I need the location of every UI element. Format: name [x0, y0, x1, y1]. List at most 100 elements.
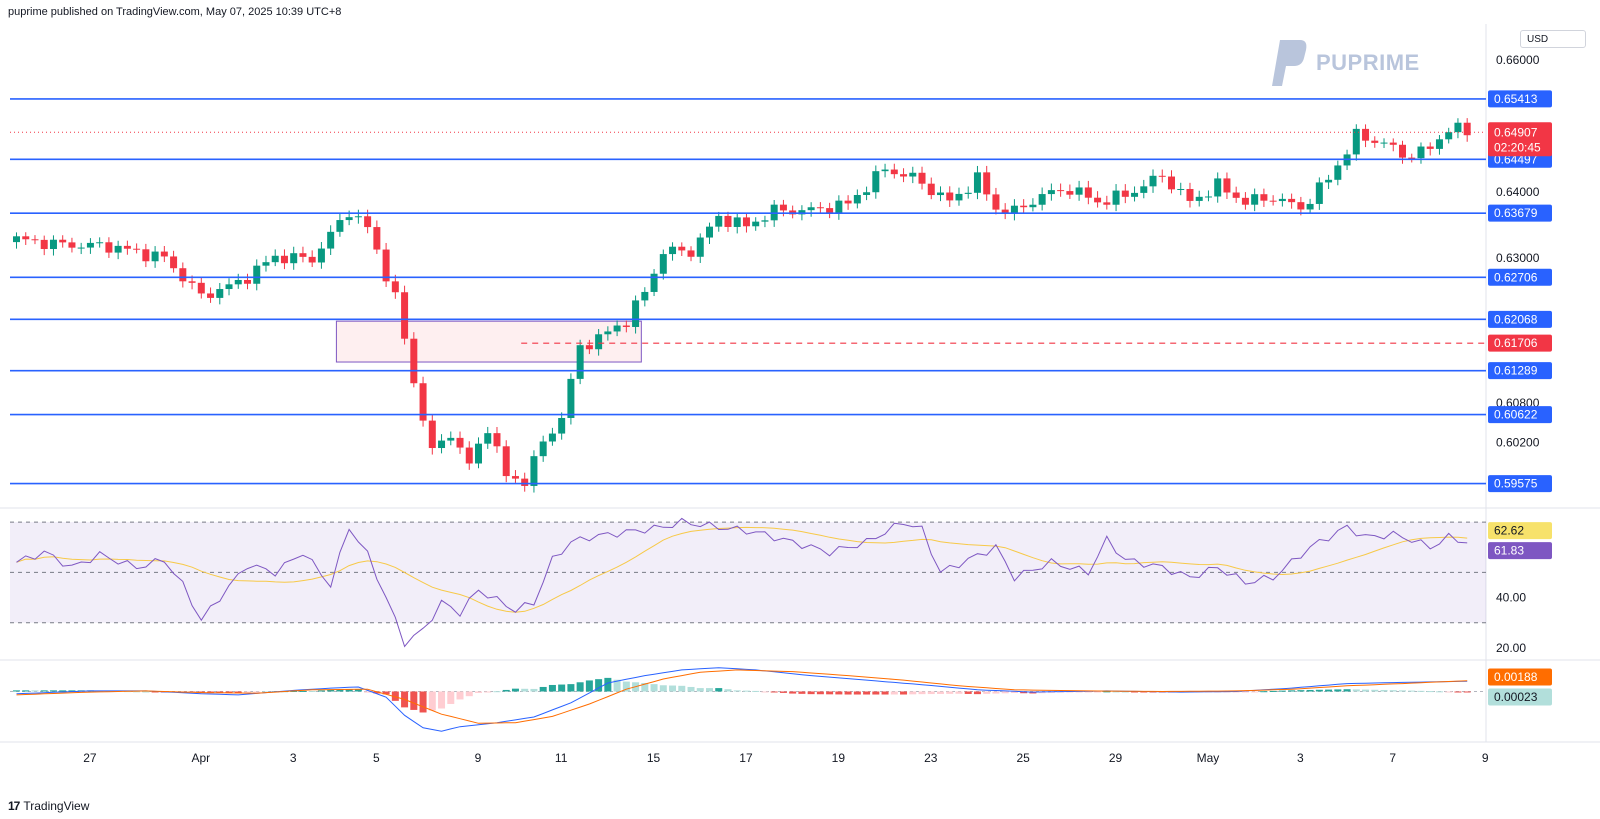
- candle-body: [1029, 204, 1037, 208]
- candle-body: [872, 171, 880, 193]
- candle-body: [151, 251, 159, 262]
- dashed-level-label: 0.61706: [1494, 336, 1538, 350]
- level-price-badge: [1488, 406, 1552, 424]
- macd-histogram-bar: [1297, 690, 1305, 692]
- macd-histogram-bar: [253, 691, 261, 693]
- tradingview-logo-icon: 17: [8, 799, 20, 813]
- time-axis-label: May: [1197, 751, 1220, 765]
- candle-body: [1195, 196, 1203, 201]
- candle-body: [1251, 194, 1259, 205]
- candle-body: [123, 245, 131, 249]
- candle-body: [844, 200, 852, 204]
- tradingview-footer: 17 TradingView: [8, 799, 89, 813]
- macd-histogram-bar: [1010, 691, 1018, 694]
- macd-histogram-bar: [650, 684, 658, 692]
- macd-histogram-value-badge: [1488, 688, 1552, 706]
- macd-histogram-bar: [955, 691, 963, 694]
- publisher-line: puprime published on TradingView.com, Ma…: [8, 6, 342, 18]
- macd-histogram-bar: [687, 686, 695, 692]
- candle-body: [373, 227, 381, 250]
- macd-histogram-bar: [484, 691, 492, 693]
- candle-body: [1149, 175, 1157, 187]
- level-price-badge: [1488, 362, 1552, 380]
- candle-body: [835, 200, 843, 214]
- candle-body: [613, 325, 621, 332]
- macd-histogram-bar: [1121, 691, 1129, 693]
- candle-body: [927, 183, 935, 196]
- macd-histogram-bar: [900, 691, 908, 695]
- macd-histogram-bar: [567, 684, 575, 692]
- macd-histogram-bar: [1241, 691, 1249, 693]
- macd-histogram-bar: [262, 691, 270, 693]
- macd-histogram-bar: [779, 691, 787, 693]
- candle-body: [1047, 190, 1055, 195]
- candle-body: [1463, 122, 1471, 136]
- candle-body: [511, 476, 519, 479]
- macd-histogram-bar: [973, 691, 981, 695]
- candle-body: [890, 169, 898, 175]
- puprime-logo-icon: [1272, 40, 1307, 86]
- candle-body: [475, 443, 482, 464]
- macd-histogram-bar: [1269, 690, 1277, 692]
- macd-histogram-bar: [1131, 691, 1139, 693]
- macd-histogram-bar: [946, 691, 954, 694]
- candle-body: [22, 236, 30, 240]
- candle-body: [1362, 128, 1370, 141]
- macd-histogram-bar: [595, 679, 603, 692]
- macd-histogram-bar: [438, 691, 446, 709]
- candle-body: [983, 172, 991, 195]
- candle-body: [1325, 179, 1333, 183]
- candle-body: [391, 281, 399, 293]
- candle-body: [465, 447, 473, 464]
- candle-body: [336, 220, 344, 232]
- candle-body: [1426, 146, 1434, 149]
- macd-histogram-bar: [13, 690, 20, 692]
- candle-body: [428, 420, 436, 449]
- price-axis-tick: 0.64000: [1496, 185, 1540, 199]
- macd-histogram-bar: [1399, 690, 1406, 692]
- level-price-badge: [1488, 268, 1552, 286]
- currency-selector[interactable]: USD: [1520, 30, 1586, 48]
- macd-histogram-bar: [336, 689, 344, 692]
- candle-body: [1001, 209, 1009, 214]
- candle-body: [853, 194, 861, 204]
- macd-histogram-bar: [1435, 691, 1443, 693]
- bar-countdown-label: 02:20:45: [1494, 140, 1541, 154]
- macd-histogram-bar: [1251, 691, 1259, 693]
- candle-body: [706, 226, 713, 238]
- candle-body: [77, 247, 85, 249]
- price-zone-box[interactable]: [335, 320, 642, 363]
- current-price-label: 0.64907: [1494, 125, 1538, 139]
- candle-body: [567, 378, 575, 418]
- candle-body: [59, 239, 67, 243]
- macd-histogram-bar: [530, 688, 538, 692]
- level-price-label: 0.60622: [1494, 408, 1538, 422]
- candle-body: [1020, 205, 1028, 208]
- macd-histogram-bar: [641, 682, 649, 692]
- macd-histogram-bar: [853, 691, 861, 695]
- candle-body: [86, 242, 94, 248]
- macd-histogram-bar: [733, 690, 741, 692]
- macd-histogram-bar: [22, 690, 30, 692]
- macd-histogram-bar: [1260, 691, 1268, 693]
- candle-body: [31, 239, 39, 241]
- macd-signal-value-badge: [1488, 668, 1552, 686]
- candle-body: [1223, 178, 1231, 193]
- macd-histogram-bar: [983, 691, 991, 694]
- candle-body: [1094, 197, 1102, 203]
- macd-histogram-bar: [576, 682, 584, 692]
- candle-body: [752, 221, 760, 227]
- level-price-badge: [1488, 475, 1552, 493]
- time-axis-label: 15: [647, 751, 661, 765]
- macd-histogram-bar: [521, 688, 529, 692]
- rsi-ma-value-label: 62.62: [1494, 524, 1524, 538]
- candle-body: [733, 217, 741, 227]
- rsi-ma-value-badge: [1488, 522, 1552, 540]
- macd-histogram-bar: [678, 685, 686, 692]
- candle-body: [946, 192, 954, 201]
- time-axis-label: 5: [373, 751, 380, 765]
- candle-body: [271, 255, 279, 263]
- level-price-badge: [1488, 90, 1552, 108]
- macd-histogram-bar: [1278, 690, 1286, 692]
